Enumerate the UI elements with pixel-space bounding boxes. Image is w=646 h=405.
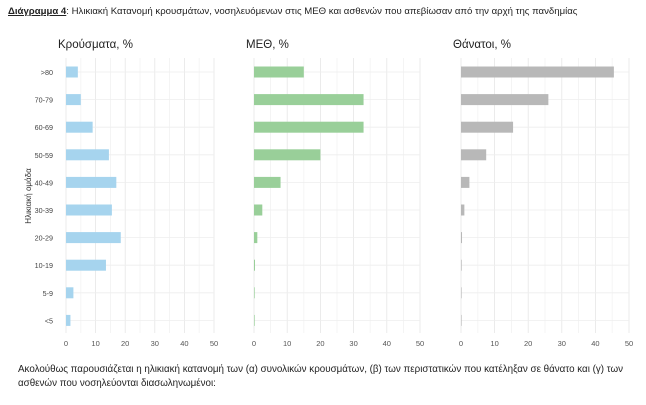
- x-tick-label: 20: [316, 339, 324, 348]
- bar-1-8: [66, 259, 106, 271]
- bar-2-9: [254, 287, 255, 299]
- bar-2-4: [254, 149, 321, 161]
- x-tick-label: 50: [416, 339, 424, 348]
- bar-2-2: [254, 94, 364, 106]
- bar-1-7: [66, 232, 121, 244]
- y-axis-label: Ηλικιακή ομάδα: [24, 168, 33, 224]
- bar-2-10: [254, 314, 255, 326]
- bar-1-6: [66, 204, 112, 216]
- x-tick-label: 0: [459, 339, 463, 348]
- age-distribution-chart: 0 10 20 30 40 50 Κρούσματα, % 0 10 20 30 40 50 ΜΕΘ, %…: [24, 39, 633, 348]
- bar-1-5: [66, 176, 117, 188]
- x-tick-label: 40: [180, 339, 188, 348]
- x-tick-label: 40: [591, 339, 599, 348]
- x-tick-label: 50: [625, 339, 633, 348]
- category-label: 20-29: [35, 234, 53, 243]
- category-label: 10-19: [35, 261, 53, 270]
- x-tick-label: 30: [349, 339, 357, 348]
- category-label: 40-49: [35, 178, 53, 187]
- category-label: >80: [41, 68, 53, 77]
- bar-2-1: [254, 66, 304, 78]
- bar-3-4: [461, 149, 487, 161]
- x-tick-label: 10: [91, 339, 99, 348]
- description-paragraph: Ακολούθως παρουσιάζεται η ηλικιακή καταν…: [18, 364, 624, 389]
- bar-3-7: [461, 232, 463, 244]
- bar-1-10: [66, 314, 71, 326]
- x-tick-label: 10: [490, 339, 498, 348]
- x-tick-label: 30: [151, 339, 159, 348]
- category-label: 30-39: [35, 206, 53, 215]
- bar-2-6: [254, 204, 263, 216]
- x-tick-label: 0: [64, 339, 68, 348]
- bar-1-2: [66, 94, 81, 106]
- bar-3-10: [461, 314, 462, 326]
- caption-text: : Ηλικιακή Κατανομή κρουσμάτων, νοσηλευό…: [66, 6, 578, 17]
- category-label: <5: [45, 316, 53, 325]
- bar-1-9: [66, 287, 74, 299]
- x-tick-label: 30: [558, 339, 566, 348]
- caption-label: Διάγραμμα 4: [8, 6, 67, 17]
- bar-3-3: [461, 121, 514, 133]
- bar-3-9: [461, 287, 462, 299]
- bar-1-1: [66, 66, 78, 78]
- category-label: 50-59: [35, 151, 53, 160]
- panel-title-3: Θάνατοι, %: [453, 39, 511, 51]
- panel-title-1: Κρούσματα, %: [58, 39, 133, 51]
- x-tick-label: 40: [383, 339, 391, 348]
- bar-2-5: [254, 176, 281, 188]
- bar-2-3: [254, 121, 364, 133]
- x-tick-label: 20: [121, 339, 129, 348]
- bar-3-1: [461, 66, 614, 78]
- panel-title-2: ΜΕΘ, %: [246, 39, 289, 51]
- category-label: 70-79: [35, 96, 53, 105]
- bar-2-7: [254, 232, 258, 244]
- bar-1-4: [66, 149, 109, 161]
- bar-3-2: [461, 94, 549, 106]
- category-label: 5-9: [43, 289, 53, 298]
- bar-3-6: [461, 204, 465, 216]
- x-tick-label: 10: [283, 339, 291, 348]
- x-tick-label: 50: [210, 339, 218, 348]
- bar-3-5: [461, 176, 470, 188]
- category-label: 60-69: [35, 123, 53, 132]
- figure-caption: Διάγραμμα 4: Ηλικιακή Κατανομή κρουσμάτω…: [8, 6, 577, 17]
- x-tick-label: 20: [524, 339, 532, 348]
- bar-2-8: [254, 259, 255, 271]
- bar-1-3: [66, 121, 93, 133]
- bar-3-8: [461, 259, 462, 271]
- x-tick-label: 0: [252, 339, 256, 348]
